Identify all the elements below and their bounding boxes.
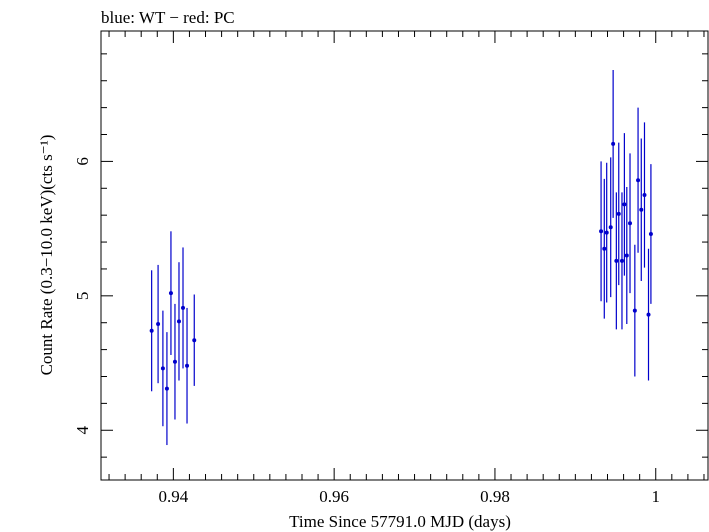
- data-point: [648, 231, 653, 236]
- x-tick-label: 1: [651, 487, 660, 506]
- data-point: [608, 225, 613, 230]
- y-tick-label: 6: [73, 157, 92, 166]
- data-point: [172, 359, 177, 364]
- data-point: [168, 291, 173, 296]
- data-point: [156, 322, 161, 327]
- chart-title: blue: WT − red: PC: [101, 8, 235, 27]
- x-axis-ticks: [108, 31, 705, 480]
- data-point: [642, 193, 647, 198]
- data-point: [614, 258, 619, 263]
- y-tick-label: 5: [73, 292, 92, 301]
- data-point: [164, 386, 169, 391]
- data-point: [185, 363, 190, 368]
- x-axis-tick-labels: 0.94 0.96 0.98 1: [158, 487, 660, 506]
- data-point: [636, 178, 641, 183]
- series-1: [149, 231, 197, 446]
- data-point: [604, 230, 609, 235]
- y-tick-label: 4: [73, 426, 92, 435]
- data-point: [622, 202, 627, 207]
- data-point: [616, 211, 621, 216]
- data-point: [149, 328, 154, 333]
- series-2: [599, 69, 653, 381]
- data-point: [624, 253, 629, 258]
- data-point: [160, 366, 165, 371]
- x-tick-label: 0.98: [480, 487, 510, 506]
- data-point: [176, 319, 181, 324]
- data-point: [599, 229, 604, 234]
- data-point: [619, 258, 624, 263]
- x-tick-label: 0.94: [158, 487, 188, 506]
- x-tick-label: 0.96: [319, 487, 349, 506]
- data-series: [149, 69, 653, 446]
- data-point: [632, 308, 637, 313]
- y-axis-ticks: [101, 53, 708, 458]
- data-point: [639, 207, 644, 212]
- y-axis-label: Count Rate (0.3−10.0 keV)(cts s⁻¹): [37, 135, 56, 376]
- data-point: [192, 338, 197, 343]
- data-point: [646, 312, 651, 317]
- data-point: [611, 141, 616, 146]
- data-point: [181, 305, 186, 310]
- data-point: [628, 221, 633, 226]
- x-axis-label: Time Since 57791.0 MJD (days): [289, 512, 511, 531]
- y-axis-tick-labels: 4 5 6: [73, 157, 92, 434]
- data-point: [602, 246, 607, 251]
- plot-frame: [100, 30, 709, 481]
